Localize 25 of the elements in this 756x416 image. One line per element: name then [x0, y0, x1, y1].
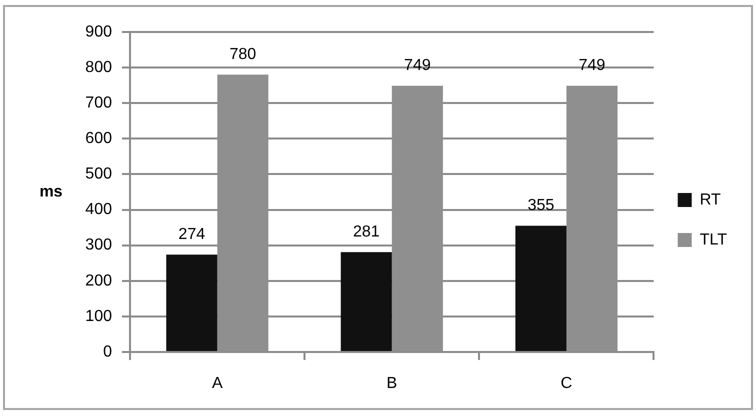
y-tick-label: 400	[85, 201, 112, 218]
y-tick-label: 600	[85, 130, 112, 148]
legend-label: RT	[700, 191, 722, 208]
y-axis-title: ms	[39, 183, 63, 200]
bar	[340, 252, 392, 351]
y-tick-label: 100	[85, 308, 112, 325]
data-label: 749	[404, 57, 431, 74]
bar	[166, 254, 218, 351]
data-label: 281	[352, 223, 380, 240]
data-label: 355	[528, 197, 554, 214]
x-tick-label: A	[212, 375, 223, 392]
x-tick-label: C	[560, 375, 572, 392]
y-tick-label: 900	[85, 23, 112, 40]
data-label: 749	[578, 57, 606, 74]
bar	[515, 226, 566, 351]
y-tick-label: 0	[103, 343, 112, 360]
y-tick-label: 700	[85, 94, 112, 112]
y-tick-label: 800	[85, 58, 112, 76]
y-tick-label: 200	[85, 272, 112, 290]
y-tick-label: 300	[85, 236, 112, 254]
x-tick-label: B	[386, 375, 398, 392]
legend-label: TLT	[700, 231, 728, 248]
data-label: 274	[178, 226, 206, 243]
y-tick-label: 500	[85, 166, 112, 183]
data-label: 780	[229, 46, 256, 64]
